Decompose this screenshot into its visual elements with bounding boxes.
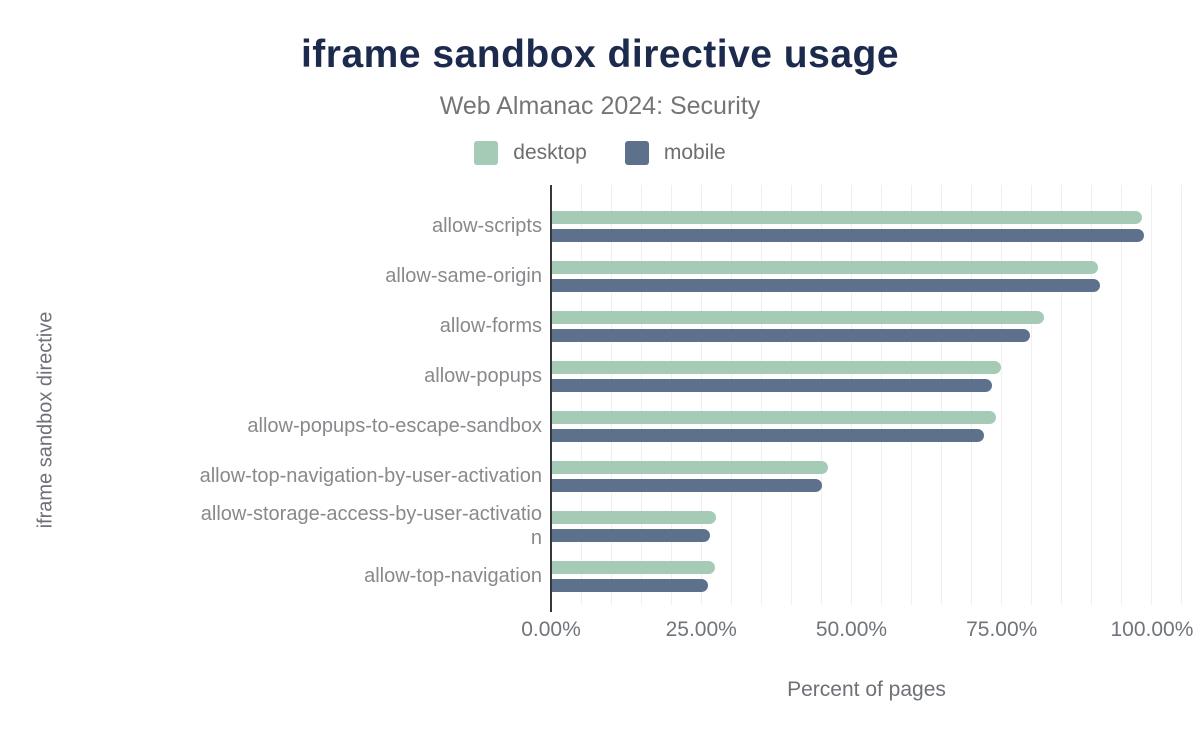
legend-swatch-desktop-icon bbox=[474, 141, 499, 165]
bar-mobile bbox=[552, 278, 1100, 292]
bar-pair bbox=[552, 510, 1182, 542]
chart-subtitle: Web Almanac 2024: Security bbox=[439, 92, 761, 120]
category-label-text: allow-top-navigation bbox=[364, 565, 542, 587]
chart-row: allow-top-navigation bbox=[0, 551, 1182, 601]
x-axis-title: Percent of pages bbox=[787, 678, 946, 701]
bar-pair bbox=[552, 210, 1182, 242]
chart-row: allow-popups bbox=[0, 351, 1182, 401]
bar-desktop bbox=[552, 460, 828, 474]
chart-row: allow-scripts bbox=[0, 201, 1182, 251]
chart-row: allow-storage-access-by-user-activation bbox=[0, 501, 1182, 551]
category-label: allow-top-navigation bbox=[0, 564, 552, 588]
bar-mobile bbox=[552, 328, 1030, 342]
chart-row: allow-forms bbox=[0, 301, 1182, 351]
legend-label-mobile: mobile bbox=[663, 141, 726, 164]
bar-pair bbox=[552, 410, 1182, 442]
chart-title: iframe sandbox directive usage bbox=[300, 33, 900, 76]
bar-pair bbox=[552, 310, 1182, 342]
legend-swatch-mobile-icon bbox=[624, 141, 649, 165]
bar-desktop bbox=[552, 560, 716, 574]
legend-item-mobile: mobile bbox=[624, 141, 726, 165]
bar-desktop bbox=[552, 510, 716, 524]
bar-pair bbox=[552, 460, 1182, 492]
category-label: allow-popups bbox=[0, 364, 552, 388]
bar-mobile bbox=[552, 478, 822, 492]
legend-item-desktop: desktop bbox=[474, 141, 587, 165]
category-label: allow-scripts bbox=[0, 214, 552, 238]
bar-desktop bbox=[552, 260, 1098, 274]
bar-pair bbox=[552, 560, 1182, 592]
category-label-text: allow-popups bbox=[424, 365, 542, 387]
bar-mobile bbox=[552, 528, 710, 542]
x-tick-label: 100.00% bbox=[1110, 618, 1194, 641]
chart-row: allow-same-origin bbox=[0, 251, 1182, 301]
x-tick-label: 50.00% bbox=[815, 618, 888, 641]
category-label-text: allow-storage-access-by-user-activation bbox=[200, 503, 542, 549]
category-label-text: allow-scripts bbox=[431, 215, 542, 237]
category-label: allow-storage-access-by-user-activation bbox=[0, 502, 552, 550]
bar-desktop bbox=[552, 210, 1142, 224]
bar-pair bbox=[552, 360, 1182, 392]
bar-pair bbox=[552, 260, 1182, 292]
category-label-text: allow-same-origin bbox=[385, 265, 542, 287]
x-axis-ticks: 0.00% 25.00% 50.00% 75.00% 100.00% bbox=[0, 618, 1200, 644]
category-label-text: allow-top-navigation-by-user-activation bbox=[199, 465, 542, 487]
chart-row: allow-popups-to-escape-sandbox bbox=[0, 401, 1182, 451]
bar-desktop bbox=[552, 310, 1044, 324]
x-tick-label: 75.00% bbox=[966, 618, 1038, 641]
x-tick-label: 25.00% bbox=[665, 618, 737, 641]
category-label: allow-top-navigation-by-user-activation bbox=[0, 464, 552, 488]
category-label: allow-popups-to-escape-sandbox bbox=[0, 414, 552, 438]
legend-label-desktop: desktop bbox=[513, 141, 587, 164]
bar-mobile bbox=[552, 428, 984, 442]
bar-mobile bbox=[552, 228, 1145, 242]
category-label-text: allow-forms bbox=[439, 315, 542, 337]
bar-desktop bbox=[552, 360, 1002, 374]
category-label-text: allow-popups-to-escape-sandbox bbox=[247, 415, 542, 437]
category-label: allow-same-origin bbox=[0, 264, 552, 288]
bar-mobile bbox=[552, 378, 992, 392]
chart-row: allow-top-navigation-by-user-activation bbox=[0, 451, 1182, 501]
y-axis-line bbox=[550, 185, 552, 612]
bar-desktop bbox=[552, 410, 996, 424]
category-label: allow-forms bbox=[0, 314, 552, 338]
bar-mobile bbox=[552, 578, 708, 592]
legend: desktop mobile bbox=[0, 141, 1200, 165]
chart-rows: allow-scripts allow-same-origin allow-form… bbox=[0, 185, 1182, 605]
x-tick-label: 0.00% bbox=[521, 618, 581, 641]
